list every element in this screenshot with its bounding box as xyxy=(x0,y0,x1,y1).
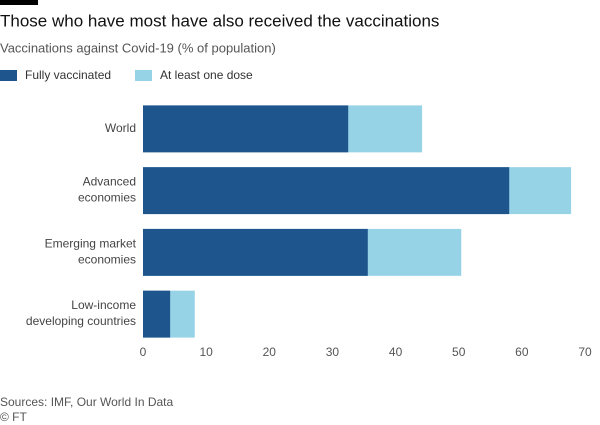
x-tick-label: 70 xyxy=(578,345,592,359)
chart-title: Those who have most have also received t… xyxy=(0,11,439,30)
bar xyxy=(143,228,368,276)
legend-label: At least one dose xyxy=(160,68,253,82)
x-tick-label: 0 xyxy=(140,345,147,359)
x-tick-label: 10 xyxy=(199,345,213,359)
y-tick-label: Emerging market economies xyxy=(45,237,137,267)
bar xyxy=(143,167,510,215)
legend-label: Fully vaccinated xyxy=(25,68,111,82)
x-tick-label: 40 xyxy=(389,345,403,359)
bar xyxy=(143,105,349,153)
x-tick-label: 20 xyxy=(263,345,277,359)
y-tick-label: World xyxy=(105,121,136,135)
y-tick-label: Advanced economies xyxy=(78,175,136,205)
x-tick-label: 60 xyxy=(515,345,529,359)
brand-bar xyxy=(0,0,38,5)
y-tick-label: Low-income developing countries xyxy=(26,298,136,328)
x-tick-label: 30 xyxy=(326,345,340,359)
source: Sources: IMF, Our World In Data xyxy=(0,395,173,409)
legend-swatch xyxy=(135,70,152,81)
bar xyxy=(143,290,171,338)
x-tick-label: 50 xyxy=(452,345,466,359)
legend-swatch xyxy=(0,70,17,81)
credit: © FT xyxy=(0,410,28,424)
chart-subtitle: Vaccinations against Covid-19 (% of popu… xyxy=(0,40,276,55)
